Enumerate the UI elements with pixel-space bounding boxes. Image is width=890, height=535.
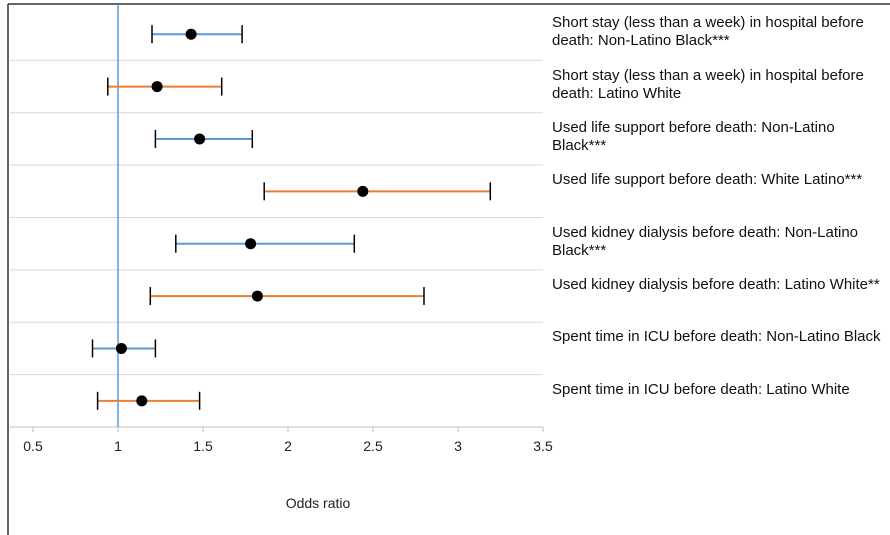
- row-label: Used life support before death: White La…: [552, 171, 863, 189]
- row-label: Short stay (less than a week) in hospita…: [552, 66, 864, 102]
- x-tick-label: 0.5: [23, 438, 43, 454]
- x-tick-label: 3: [454, 438, 462, 454]
- row-label: Used kidney dialysis before death: Non-L…: [552, 223, 859, 259]
- row-label: Spent time in ICU before death: Latino W…: [552, 380, 850, 398]
- x-tick-label: 2.5: [363, 438, 383, 454]
- x-tick-label: 3.5: [533, 438, 553, 454]
- row-label: Spent time in ICU before death: Non-Lati…: [552, 328, 881, 346]
- row-label: Used kidney dialysis before death: Latin…: [552, 276, 880, 294]
- point-estimate: [185, 28, 197, 40]
- point-estimate: [357, 185, 369, 197]
- x-axis-title: Odds ratio: [286, 495, 351, 511]
- row-label: Short stay (less than a week) in hospita…: [552, 14, 864, 50]
- point-estimate: [136, 395, 148, 407]
- x-tick-label: 2: [284, 438, 292, 454]
- point-estimate: [194, 133, 206, 145]
- x-tick-label: 1.5: [193, 438, 213, 454]
- point-estimate: [115, 342, 127, 354]
- x-tick-label: 1: [114, 438, 122, 454]
- point-estimate: [151, 81, 163, 93]
- point-estimate: [251, 290, 263, 302]
- point-estimate: [245, 238, 257, 250]
- row-label: Used life support before death: Non-Lati…: [552, 118, 835, 154]
